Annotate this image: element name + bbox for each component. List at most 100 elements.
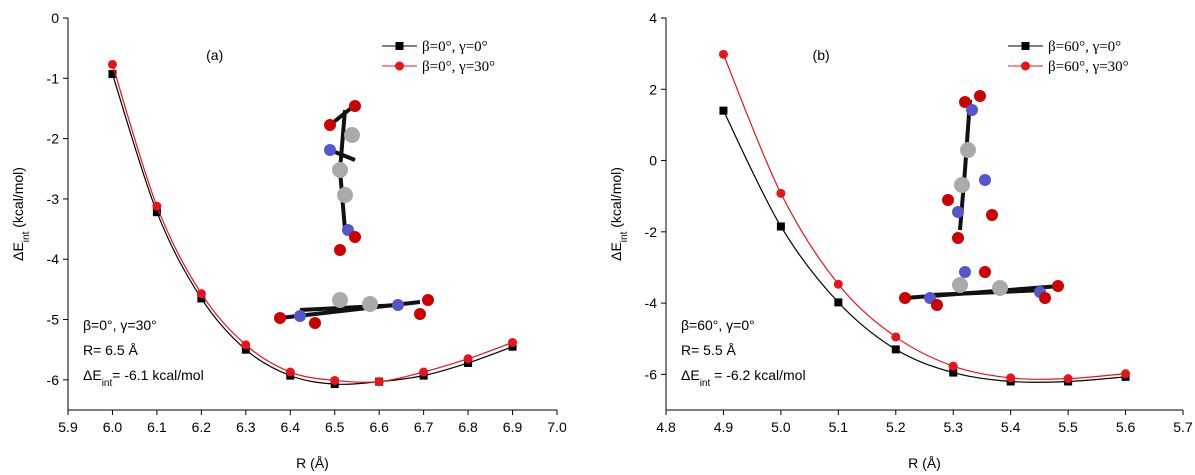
legend-marker <box>395 42 404 50</box>
annotation: β=0°, γ=30° <box>83 317 157 333</box>
x-axis-label: R (Å) <box>296 455 329 471</box>
y-tick-label: -1 <box>47 70 60 86</box>
y-axis-label: ΔEint (kcal/mol) <box>10 167 32 261</box>
y-tick-label: -4 <box>47 251 60 267</box>
marker <box>152 208 161 217</box>
marker <box>1063 374 1073 384</box>
x-tick-label: 6.1 <box>147 419 167 435</box>
legend-label: β=0°, γ=0° <box>422 39 488 55</box>
molecule-b <box>899 90 1064 311</box>
panel-label: (b) <box>813 47 830 63</box>
marker <box>152 201 162 211</box>
marker <box>948 361 958 371</box>
legend-label: β=60°, γ=0° <box>1048 39 1121 55</box>
marker <box>891 345 900 354</box>
marker <box>1121 369 1131 379</box>
y-tick-label: -3 <box>47 191 60 207</box>
x-tick-label: 6.3 <box>236 419 256 435</box>
legend-marker <box>1021 42 1030 50</box>
marker <box>241 340 251 350</box>
marker <box>833 279 843 289</box>
annotation-rest: = -6.1 kcal/mol <box>112 367 203 383</box>
series: β=0°, γ=0° <box>108 39 517 389</box>
annotation-sub: int <box>102 378 113 389</box>
marker <box>107 59 117 69</box>
y-axis-label-main: ΔE <box>608 242 624 261</box>
x-tick-label: 6.4 <box>281 419 301 435</box>
curve <box>111 64 513 383</box>
x-tick-label: 6.0 <box>103 419 123 435</box>
curve <box>722 54 1126 380</box>
marker <box>718 49 728 59</box>
marker <box>834 298 843 307</box>
y-axis-label: ΔEint (kcal/mol) <box>608 167 630 261</box>
curve <box>722 110 1126 383</box>
x-axis-label: R (Å) <box>908 455 941 471</box>
marker <box>719 106 728 115</box>
y-axis-label-sub: int <box>21 231 32 242</box>
marker <box>419 367 429 377</box>
legend-marker <box>1021 61 1030 71</box>
series: β=60°, γ=30° <box>718 49 1131 384</box>
annotation: ΔEint= -6.1 kcal/mol <box>83 367 204 389</box>
x-tick-label: 7.0 <box>547 419 567 435</box>
y-tick-label: -4 <box>645 295 658 311</box>
x-tick-label: 5.4 <box>1001 419 1021 435</box>
marker <box>891 332 901 342</box>
annotation-rest: = -6.2 kcal/mol <box>710 367 805 383</box>
y-axis-label-main: ΔE <box>10 242 26 261</box>
marker <box>949 368 958 377</box>
annotation: R= 6.5 Å <box>83 342 139 358</box>
marker <box>776 222 785 231</box>
marker <box>197 294 206 303</box>
y-axis-label-rest: (kcal/mol) <box>608 167 624 232</box>
x-tick-label: 4.8 <box>656 419 676 435</box>
panel-label: (a) <box>206 47 223 63</box>
molecule-a <box>274 100 434 329</box>
marker <box>196 289 206 299</box>
x-tick-label: 5.2 <box>886 419 906 435</box>
y-tick-label: -2 <box>47 131 60 147</box>
annotation: ΔEint = -6.2 kcal/mol <box>681 367 806 389</box>
y-tick-label: -6 <box>645 366 658 382</box>
annotation: β=60°, γ=0° <box>681 317 755 333</box>
y-tick-label: 2 <box>649 81 657 97</box>
series: β=60°, γ=0° <box>719 39 1130 386</box>
x-tick-label: 5.3 <box>943 419 963 435</box>
x-tick-label: 6.8 <box>458 419 478 435</box>
x-tick-label: 5.9 <box>58 419 78 435</box>
y-tick-label: -2 <box>645 224 658 240</box>
marker <box>374 377 384 387</box>
y-axis-label-sub: int <box>619 231 630 242</box>
marker <box>330 375 340 385</box>
x-tick-label: 6.9 <box>503 419 523 435</box>
x-tick-label: 5.7 <box>1173 419 1193 435</box>
marker <box>241 345 250 354</box>
annotation-sub: int <box>700 378 711 389</box>
marker <box>285 367 295 377</box>
x-tick-label: 5.0 <box>771 419 791 435</box>
legend-marker <box>395 61 404 71</box>
x-tick-label: 6.7 <box>414 419 434 435</box>
marker <box>463 354 473 364</box>
legend-label: β=0°, γ=30° <box>422 59 495 75</box>
y-tick-label: 0 <box>649 153 657 169</box>
annotation-main: ΔE <box>681 367 700 383</box>
marker <box>776 188 786 198</box>
marker <box>1006 373 1016 383</box>
x-tick-label: 5.1 <box>829 419 849 435</box>
x-tick-label: 6.5 <box>325 419 345 435</box>
x-tick-label: 4.9 <box>714 419 734 435</box>
y-tick-label: -5 <box>47 312 60 328</box>
legend-label: β=60°, γ=30° <box>1048 59 1129 75</box>
y-tick-label: 4 <box>649 10 657 26</box>
y-tick-label: -6 <box>47 372 60 388</box>
marker <box>108 70 117 79</box>
annotation: R= 5.5 Å <box>681 342 737 358</box>
curve <box>111 73 513 385</box>
x-tick-label: 5.6 <box>1116 419 1136 435</box>
y-tick-label: 0 <box>51 10 59 26</box>
marker <box>508 337 518 347</box>
x-tick-label: 5.5 <box>1058 419 1078 435</box>
